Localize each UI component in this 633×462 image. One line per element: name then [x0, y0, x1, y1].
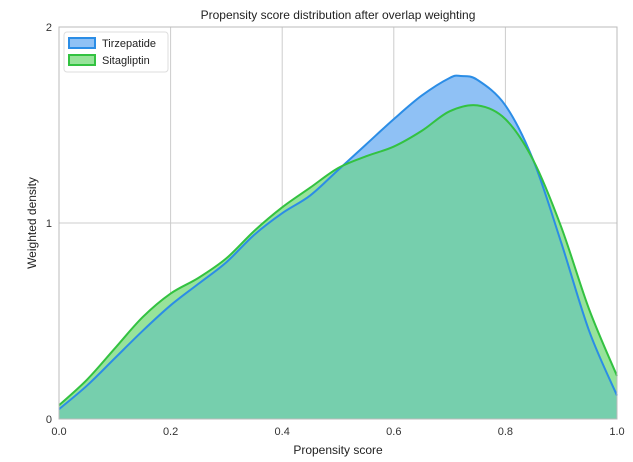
x-tick-label: 0.8 — [498, 426, 513, 438]
legend-swatch-sitagliptin — [68, 54, 96, 66]
y-tick-label: 2 — [46, 22, 52, 34]
legend-label-sitagliptin: Sitagliptin — [102, 55, 150, 67]
x-tick-label: 0.6 — [386, 426, 401, 438]
y-tick-label: 1 — [46, 218, 52, 230]
legend-swatch-tirzepatide — [68, 37, 96, 49]
legend-label-tirzepatide: Tirzepatide — [102, 38, 156, 50]
x-axis-title: Propensity score — [293, 443, 383, 457]
x-tick-label: 0.2 — [163, 426, 178, 438]
chart-title: Propensity score distribution after over… — [201, 8, 476, 22]
sitagliptin-line — [58, 104, 618, 407]
x-tick-label: 0.0 — [51, 426, 66, 438]
plot-frame — [58, 26, 618, 420]
y-tick-label: 0 — [46, 414, 52, 426]
x-tick-label: 0.4 — [275, 426, 290, 438]
y-axis-title: Weighted density — [25, 177, 39, 269]
tick-labels: 0.0 0.2 0.4 0.6 0.8 1.0 0 1 2 — [46, 22, 625, 438]
x-tick-label: 1.0 — [609, 426, 624, 438]
plot-areas — [58, 74, 618, 419]
legend: Tirzepatide Sitagliptin — [63, 31, 169, 73]
overlap-area — [59, 105, 617, 419]
